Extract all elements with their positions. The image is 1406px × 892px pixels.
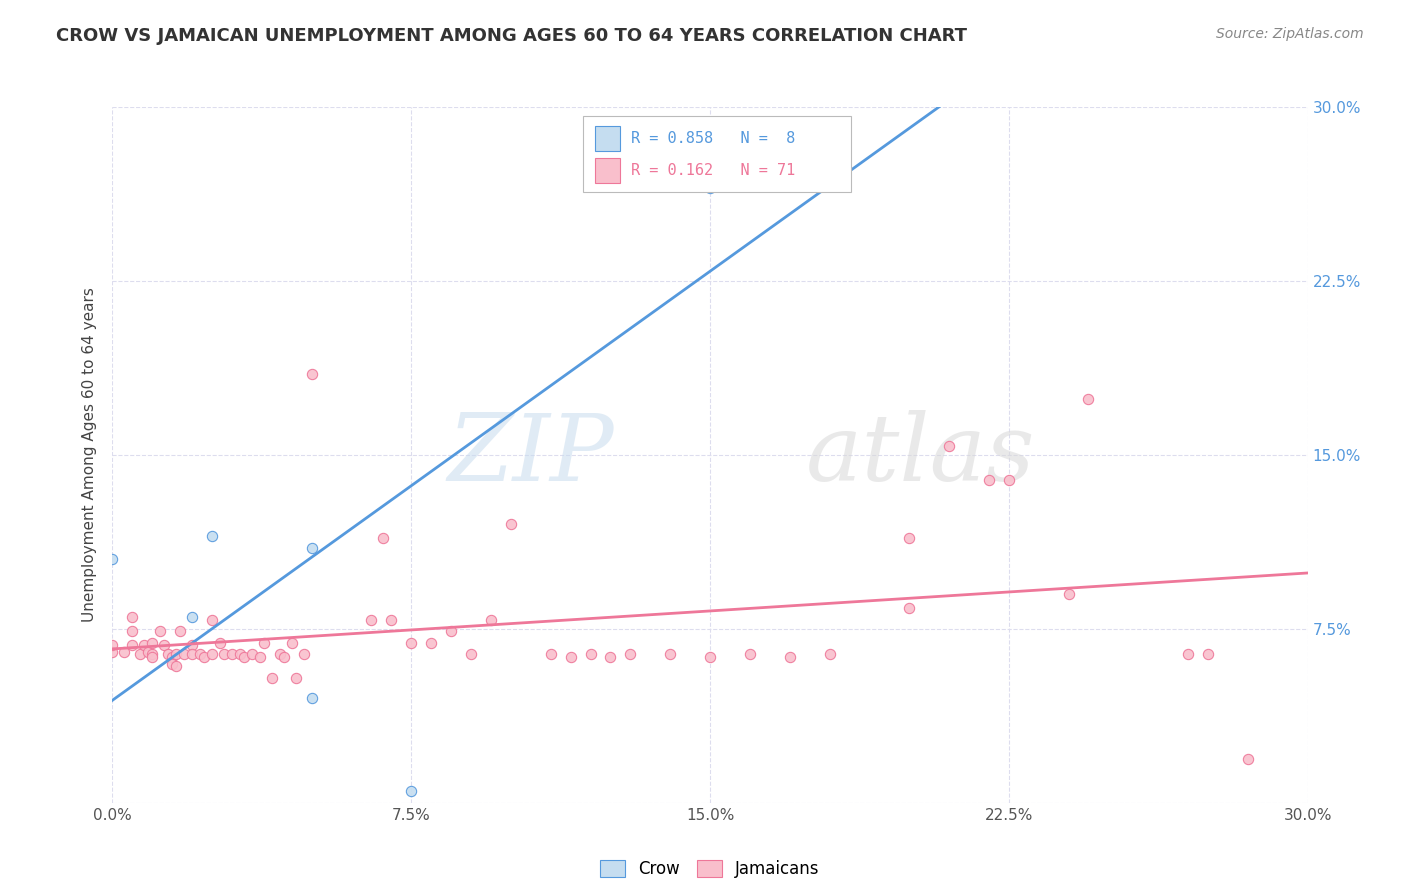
Point <box>138 645 160 659</box>
Point <box>360 613 382 627</box>
Point <box>420 636 443 650</box>
Point <box>181 648 204 662</box>
Point <box>738 648 761 662</box>
Point <box>281 636 304 650</box>
Point <box>201 613 224 627</box>
Point <box>141 649 163 664</box>
Point <box>165 659 187 673</box>
Point <box>101 645 124 659</box>
Point <box>699 649 721 664</box>
Point <box>540 648 562 662</box>
Point <box>208 636 231 650</box>
Legend: Crow, Jamaicans: Crow, Jamaicans <box>593 854 827 885</box>
Text: Source: ZipAtlas.com: Source: ZipAtlas.com <box>1216 27 1364 41</box>
Point <box>201 529 224 543</box>
Point <box>599 649 621 664</box>
Point <box>134 638 156 652</box>
Point <box>1197 648 1219 662</box>
Point <box>162 657 183 671</box>
Point <box>401 784 423 798</box>
Point <box>273 649 295 664</box>
Point <box>240 648 263 662</box>
Point <box>380 613 402 627</box>
Point <box>998 474 1021 488</box>
Point <box>301 691 323 706</box>
Point <box>1057 587 1080 601</box>
Point <box>1177 648 1199 662</box>
Point <box>233 649 256 664</box>
Point <box>260 671 283 685</box>
Point <box>212 648 235 662</box>
Point <box>292 648 315 662</box>
Point <box>121 638 143 652</box>
Point <box>249 649 271 664</box>
Text: R = 0.162   N = 71: R = 0.162 N = 71 <box>631 163 796 178</box>
Point <box>181 610 204 624</box>
Point <box>479 613 502 627</box>
Point <box>579 648 602 662</box>
Text: ZIP: ZIP <box>447 410 614 500</box>
Point <box>173 648 195 662</box>
Point <box>269 648 291 662</box>
Text: CROW VS JAMAICAN UNEMPLOYMENT AMONG AGES 60 TO 64 YEARS CORRELATION CHART: CROW VS JAMAICAN UNEMPLOYMENT AMONG AGES… <box>56 27 967 45</box>
Point <box>101 552 124 566</box>
Point <box>401 636 423 650</box>
Point <box>101 638 124 652</box>
Point <box>153 638 176 652</box>
Point <box>977 474 1000 488</box>
Point <box>221 648 243 662</box>
Point <box>253 636 276 650</box>
Point <box>149 624 172 639</box>
Point <box>818 648 841 662</box>
Point <box>1077 392 1099 407</box>
Point <box>121 610 143 624</box>
Point <box>121 624 143 639</box>
Point <box>284 671 307 685</box>
Point <box>114 645 135 659</box>
Point <box>460 648 482 662</box>
Point <box>162 649 183 664</box>
Point <box>440 624 463 639</box>
Point <box>659 648 682 662</box>
Point <box>699 181 721 195</box>
Point <box>188 648 211 662</box>
Point <box>938 439 960 453</box>
Point <box>898 601 921 615</box>
Point <box>699 169 721 184</box>
Point <box>193 649 215 664</box>
Point <box>560 649 582 664</box>
Point <box>141 648 163 662</box>
Point <box>129 648 152 662</box>
Point <box>201 648 224 662</box>
Point <box>373 532 395 546</box>
Text: R = 0.858   N =  8: R = 0.858 N = 8 <box>631 131 796 146</box>
Point <box>499 517 522 532</box>
Point <box>898 532 921 546</box>
Point <box>301 541 323 555</box>
Point <box>157 648 180 662</box>
Point <box>169 624 191 639</box>
Text: atlas: atlas <box>806 410 1035 500</box>
Point <box>229 648 252 662</box>
Point <box>619 648 641 662</box>
Point <box>181 638 204 652</box>
Point <box>779 649 801 664</box>
Point <box>1237 752 1260 766</box>
Point <box>141 636 163 650</box>
Point <box>301 367 323 381</box>
Y-axis label: Unemployment Among Ages 60 to 64 years: Unemployment Among Ages 60 to 64 years <box>82 287 97 623</box>
Point <box>165 648 187 662</box>
